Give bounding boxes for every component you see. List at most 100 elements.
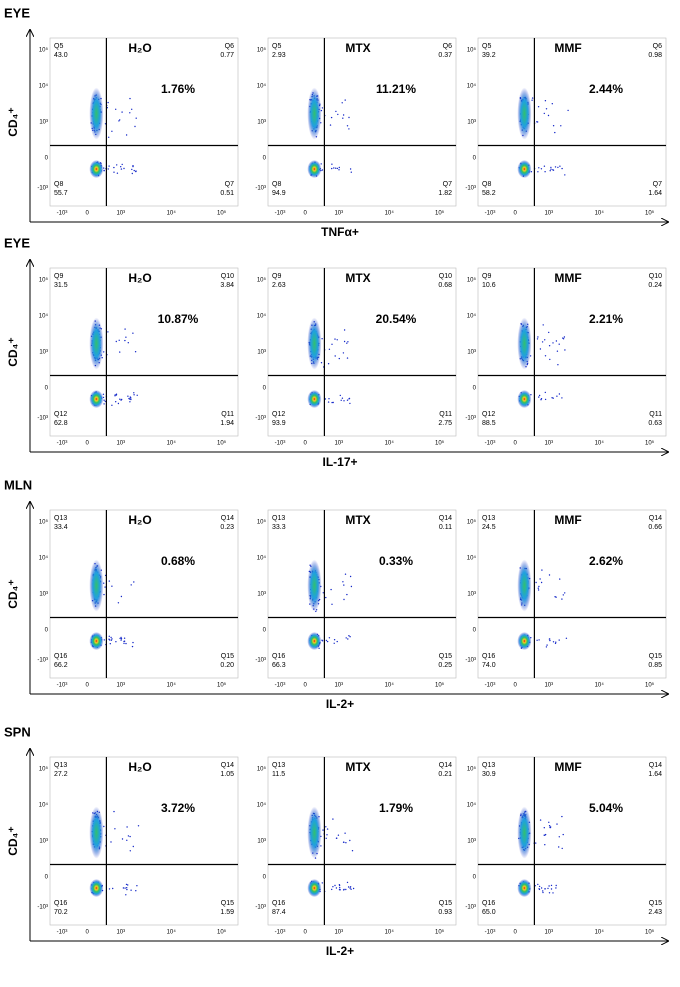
y-tick-label: 10³ [39,120,48,126]
event-dot [567,110,568,111]
event-dot [337,168,338,169]
quadrant-value: 1.64 [648,190,662,197]
x-tick-label: 10³ [116,683,125,689]
density-cloud [517,560,567,650]
double-positive-percent: 10.87% [158,312,199,326]
event-dot [132,166,133,167]
event-dot [541,569,542,570]
event-dot [105,401,106,402]
event-dot [343,352,344,353]
y-tick-label: 10⁵ [39,519,49,526]
double-positive-percent: 0.33% [379,554,413,568]
density-core [89,560,103,612]
event-dot [531,100,532,101]
plot-frame [268,38,456,206]
event-dot [120,399,121,400]
y-tick-label: 0 [45,386,49,392]
event-dot [128,835,129,836]
quadrant-name: Q5 [482,43,491,50]
x-tick-label: 10³ [334,930,343,936]
event-dot [538,167,539,168]
event-dot [549,640,550,641]
y-tick-label: -10³ [255,416,266,422]
event-dot [538,589,539,590]
x-tick-label: 10⁴ [385,210,395,217]
quadrant-name: Q10 [649,273,662,280]
event-dot [342,581,343,582]
plot-frame [478,268,666,436]
event-dot [539,886,540,887]
group-title: H₂O [128,760,151,774]
event-dot [339,167,340,168]
x-tick-label: 10⁵ [435,929,445,936]
quadrant-value: 55.7 [54,190,68,197]
quadrant-name: Q16 [272,653,285,660]
density-core [89,160,103,178]
event-dot [538,106,539,107]
y-tick-label: 10³ [257,839,266,845]
event-dot [561,598,562,599]
x-tick-label: 10⁴ [167,440,177,447]
event-dot [556,396,557,397]
quadrant-value: 0.63 [648,420,662,427]
density-core [89,807,103,859]
row-label: MLN [4,477,32,492]
quadrant-name: Q12 [272,411,285,418]
event-dot [542,892,543,893]
x-tick-label: 10⁴ [595,210,605,217]
event-dot [544,844,545,845]
event-dot [556,885,557,886]
event-dot [343,114,344,115]
quadrant-value: 93.9 [272,420,286,427]
event-dot [130,397,131,398]
event-dot [548,885,549,886]
event-dot [544,835,545,836]
quadrant-name: Q10 [221,273,234,280]
event-dot [112,888,113,889]
x-axis-label: IL-17+ [322,455,357,469]
x-axis-label: TNFα+ [321,225,359,239]
quadrant-name: Q11 [221,411,234,418]
quadrant-value: 0.25 [438,662,452,669]
x-tick-label: 10⁴ [167,682,177,689]
double-positive-percent: 2.21% [589,312,623,326]
event-dot [131,584,132,585]
event-dot [331,164,332,165]
y-tick-label: 0 [473,386,477,392]
x-tick-label: 0 [304,441,308,447]
x-tick-label: 0 [86,930,90,936]
x-tick-label: 10⁵ [645,210,655,217]
x-tick-label: 10⁴ [595,682,605,689]
x-tick-label: 10⁵ [217,682,227,689]
x-tick-label: 10⁴ [595,929,605,936]
event-dot [344,833,345,834]
event-dot [557,364,558,365]
y-tick-label: 10³ [39,592,48,598]
row-label: EYE [4,5,30,20]
event-dot [108,137,109,138]
event-dot [336,838,337,839]
event-dot [337,641,338,642]
density-core [89,879,103,897]
event-dot [132,646,133,647]
event-dot [337,114,338,115]
x-tick-label: 0 [86,683,90,689]
quadrant-name: Q11 [439,411,452,418]
x-tick-label: -10³ [485,683,496,689]
density-core [307,560,321,612]
event-dot [561,168,562,169]
quadrant-name: Q15 [649,653,662,660]
y-tick-label: 10⁴ [39,313,49,320]
density-core [307,807,321,859]
event-dot [325,826,326,827]
event-dot [121,168,122,169]
event-dot [544,339,545,340]
density-cloud [517,807,564,897]
y-tick-label: 10³ [467,839,476,845]
event-dot [542,890,543,891]
event-dot [551,888,552,889]
event-dot [347,882,348,883]
x-tick-label: 10⁴ [167,929,177,936]
y-tick-label: 10⁵ [257,766,267,773]
